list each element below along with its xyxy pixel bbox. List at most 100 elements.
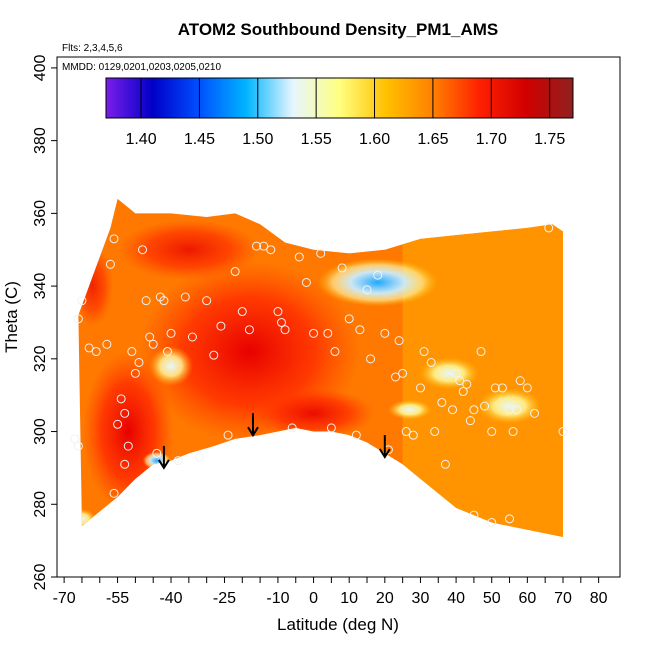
sample-point: [266, 245, 276, 255]
sample-point: [487, 427, 497, 437]
sample-point: [148, 339, 158, 349]
sample-point: [522, 383, 532, 393]
sample-point: [419, 347, 429, 357]
sample-point: [455, 376, 465, 386]
sample-point: [451, 368, 461, 378]
sample-point: [362, 285, 372, 295]
chart-title: ATOM2 Southbound Density_PM1_AMS: [178, 20, 499, 39]
y-tick-label: 400: [32, 54, 49, 81]
colorbar-tick-label: 1.70: [476, 131, 507, 148]
sample-point: [505, 405, 515, 415]
x-tick-label: 30: [412, 590, 430, 607]
y-tick-label: 320: [32, 345, 49, 372]
sample-point: [202, 296, 212, 306]
sample-point: [216, 321, 226, 331]
field-region-south-mid-light: [149, 346, 194, 387]
colorbar: 1.40 1.45 1.50 1.55 1.60 1.65 1.70 1.75: [105, 77, 574, 148]
x-tick-label: 40: [447, 590, 465, 607]
sample-point: [301, 277, 311, 287]
sample-point: [529, 408, 539, 418]
sample-point: [355, 325, 365, 335]
sample-point: [316, 248, 326, 258]
sample-point: [273, 307, 283, 317]
sample-point: [77, 296, 87, 306]
sample-point: [105, 259, 115, 269]
x-tick-label: 70: [554, 590, 572, 607]
sample-point: [558, 427, 568, 437]
sample-point: [469, 510, 479, 520]
sample-point: [109, 234, 119, 244]
sample-point: [508, 427, 518, 437]
field-region-far-south-red: [78, 246, 113, 327]
dates-note: MMDD: 0129,0201,0203,0205,0210: [62, 62, 221, 73]
sample-point: [309, 328, 319, 338]
sample-point: [138, 245, 148, 255]
sample-point: [326, 423, 336, 433]
sample-point: [166, 328, 176, 338]
sample-point: [102, 339, 112, 349]
sample-point: [73, 314, 83, 324]
sample-point: [287, 423, 297, 433]
sample-point: [195, 452, 205, 462]
sample-point: [430, 427, 440, 437]
sample-point: [244, 325, 254, 335]
sample-point: [209, 350, 219, 360]
x-tick-label: -10: [266, 590, 289, 607]
sample-point: [223, 430, 233, 440]
tropopause-arrows: [158, 413, 391, 470]
sample-point: [437, 397, 447, 407]
x-tick-label: -25: [213, 590, 236, 607]
sample-point: [120, 459, 130, 469]
sample-point: [130, 368, 140, 378]
field-region-south-pole-blue: [142, 451, 171, 470]
sample-point: [426, 357, 436, 367]
x-tick-label: 10: [340, 590, 358, 607]
sample-point: [237, 307, 247, 317]
sample-point: [505, 514, 515, 524]
y-tick-label: 380: [32, 127, 49, 154]
x-tick-label: 20: [376, 590, 394, 607]
sample-point: [469, 405, 479, 415]
flights-note: Flts: 2,3,4,5,6: [62, 43, 123, 54]
arrow-marker: [378, 435, 391, 459]
sample-point: [440, 459, 450, 469]
sample-point: [120, 408, 130, 418]
sample-point: [366, 354, 376, 364]
sample-point: [373, 270, 383, 280]
sample-point: [458, 387, 468, 397]
colorbar-gradient: [105, 77, 574, 119]
x-tick-label: 80: [590, 590, 608, 607]
x-tick-label: -70: [53, 590, 76, 607]
sample-point: [337, 263, 347, 273]
sample-point: [73, 441, 83, 451]
sample-point: [159, 296, 169, 306]
sample-point: [515, 376, 525, 386]
sample-point: [351, 430, 361, 440]
x-tick-label: -40: [159, 590, 182, 607]
arrow-marker: [158, 445, 170, 470]
x-axis-label: Latitude (deg N): [277, 615, 399, 634]
plot-frame: [56, 56, 621, 578]
sample-point: [230, 267, 240, 277]
sample-point: [84, 343, 94, 353]
sample-point: [134, 357, 144, 367]
sample-point: [180, 292, 190, 302]
sample-point: [173, 456, 183, 466]
sample-point: [141, 296, 151, 306]
x-tick-label: -55: [106, 590, 129, 607]
y-tick-label: 260: [32, 564, 49, 591]
y-tick-label: 360: [32, 200, 49, 227]
x-tick-label: 60: [518, 590, 536, 607]
sample-point: [344, 314, 354, 324]
field-region-tropical-light: [387, 399, 432, 420]
sample-point: [280, 325, 290, 335]
y-axis-label: Theta (C): [2, 281, 21, 353]
sample-point: [448, 405, 458, 415]
sample-point: [127, 347, 137, 357]
field-region-upper-red: [118, 219, 259, 280]
sample-point: [162, 347, 172, 357]
sample-point: [123, 441, 133, 451]
sample-point: [259, 241, 269, 251]
field-region-mid-light: [418, 357, 479, 390]
